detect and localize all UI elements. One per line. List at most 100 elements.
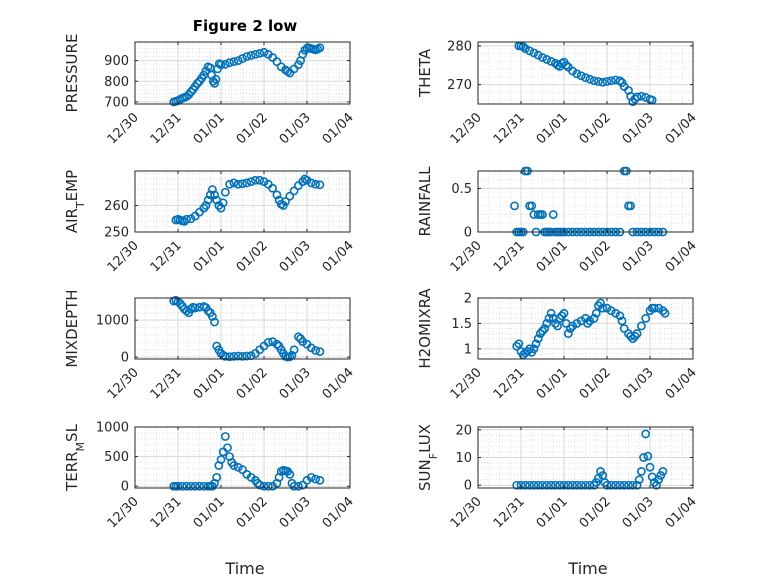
air_temp-data-point xyxy=(306,178,316,188)
mixdepth-data-point xyxy=(298,337,308,347)
air_temp-data-point xyxy=(315,180,325,190)
theta-xtick-label: 01/04 xyxy=(663,110,700,147)
mixdepth-data-point xyxy=(229,352,239,361)
mixdepth-data-point xyxy=(315,347,325,357)
sun_flux-ytick-label: 20 xyxy=(455,423,472,438)
sun_flux-data-point xyxy=(591,478,601,487)
terr_msl-data-point xyxy=(306,472,316,482)
mixdepth-data-point xyxy=(272,339,282,349)
pressure-xtick-label: 01/02 xyxy=(234,110,271,147)
mixdepth-data-point xyxy=(293,332,303,342)
theta-data-point xyxy=(606,76,616,86)
pressure-data-point xyxy=(238,54,247,63)
sun_flux-data-point xyxy=(656,471,666,480)
mixdepth-data-point xyxy=(311,346,320,355)
terr_msl-xtick-label: 01/04 xyxy=(320,494,357,531)
h2omixra-data-point xyxy=(544,313,554,323)
sun_flux-data-point xyxy=(602,480,612,490)
pressure-data-point xyxy=(182,92,191,101)
air_temp-data-point xyxy=(201,201,211,210)
figure-title: Figure 2 low xyxy=(193,17,298,35)
h2omixra-data-point xyxy=(598,303,608,313)
pressure-data-point xyxy=(186,87,196,97)
sun_flux-data-point xyxy=(563,480,573,490)
sun_flux-xtick-label: 01/01 xyxy=(534,494,571,531)
air_temp-data-point xyxy=(225,179,234,189)
pressure-data-point xyxy=(225,58,234,68)
mixdepth-y-axis-label: MIXDEPTH xyxy=(63,289,81,367)
mixdepth-data-point xyxy=(190,303,200,313)
pressure-y-axis-label-main: PRESSURE xyxy=(63,34,81,113)
rainfall-xtick-label: 12/31 xyxy=(491,238,528,275)
pressure-data-point xyxy=(211,74,221,84)
rainfall-ytick-label: 0 xyxy=(464,226,472,241)
mixdepth-data-point xyxy=(210,317,219,327)
air_temp-data-point xyxy=(216,203,226,213)
mixdepth-data-point xyxy=(207,312,217,321)
terr_msl-ytick-label: 500 xyxy=(104,450,129,465)
terr_msl-data-point xyxy=(315,475,325,485)
h2omixra-data-point xyxy=(563,329,573,338)
h2omixra-data-point xyxy=(602,303,612,313)
terr_msl-data-point xyxy=(220,432,230,441)
h2omixra-data-point xyxy=(606,306,616,316)
x-axis-label-right: Time xyxy=(567,559,607,578)
air_temp-data-point xyxy=(255,175,265,185)
theta-ytick-label: 280 xyxy=(447,39,472,54)
air_temp-ytick-label: 260 xyxy=(104,199,129,214)
h2omixra-data-point xyxy=(542,319,552,328)
theta-xtick-label: 12/30 xyxy=(448,110,485,147)
theta-data-point xyxy=(598,77,608,87)
air_temp-xtick-label: 12/30 xyxy=(105,238,142,275)
air_temp-data-point xyxy=(285,191,295,201)
h2omixra-data-point xyxy=(533,334,543,344)
theta-data-point xyxy=(602,77,612,86)
pressure-ytick-label: 800 xyxy=(104,75,129,90)
rainfall-data-point xyxy=(538,210,547,219)
terr_msl-data-point xyxy=(289,481,299,491)
terr_msl-y-axis-label-sub: M xyxy=(74,442,87,452)
mixdepth-xtick-label: 12/31 xyxy=(148,365,185,402)
air_temp-data-point xyxy=(205,190,215,200)
mixdepth-data-point xyxy=(263,337,273,347)
theta-data-point xyxy=(572,69,582,79)
rainfall-y-axis-label-main: RAINFALL xyxy=(416,166,434,237)
sun_flux-data-point xyxy=(576,480,586,490)
h2omixra-axes-frame xyxy=(477,297,694,360)
sun_flux-data-point xyxy=(639,453,648,462)
h2omixra-data-point xyxy=(654,303,663,313)
theta-data-point xyxy=(637,91,646,101)
air_temp-data-point xyxy=(182,214,191,224)
sun_flux-xtick-label: 01/03 xyxy=(620,494,657,531)
pressure-data-point xyxy=(216,60,226,70)
sun_flux-data-point xyxy=(581,480,590,490)
theta-data-point xyxy=(615,76,625,86)
pressure-data-point xyxy=(242,52,252,61)
h2omixra-data-point xyxy=(572,319,582,328)
pressure-axes-frame xyxy=(134,41,351,105)
rainfall-xtick-label: 12/30 xyxy=(448,238,485,275)
theta-data-point xyxy=(518,42,528,52)
air_temp-data-point xyxy=(233,179,243,189)
pressure-xtick-label: 12/31 xyxy=(148,110,185,147)
air_temp-y-axis-label-main: AIR xyxy=(63,208,81,233)
rainfall-ytick-label: 0.5 xyxy=(451,182,472,197)
sun_flux-y-axis-label-sub: F xyxy=(427,453,440,459)
theta-ytick-label: 270 xyxy=(447,78,472,93)
h2omixra-data-point xyxy=(546,308,556,318)
terr_msl-ytick-label: 0 xyxy=(121,480,129,495)
pressure-data-point xyxy=(220,59,230,69)
theta-data-point xyxy=(576,71,586,81)
air_temp-data-point xyxy=(302,175,312,185)
x-axis-label-left: Time xyxy=(224,559,264,578)
mixdepth-data-point xyxy=(268,337,277,347)
sun_flux-data-point xyxy=(652,480,661,490)
pressure-xtick-label: 01/01 xyxy=(191,110,228,147)
h2omixra-xtick-label: 01/02 xyxy=(577,365,614,402)
rainfall-data-point xyxy=(626,201,636,211)
air_temp-data-point xyxy=(238,179,247,189)
terr_msl-data-point xyxy=(223,443,232,453)
terr_msl-xtick-label: 12/30 xyxy=(105,494,142,531)
h2omixra-data-point xyxy=(568,321,577,331)
air_temp-data-point xyxy=(272,190,282,200)
